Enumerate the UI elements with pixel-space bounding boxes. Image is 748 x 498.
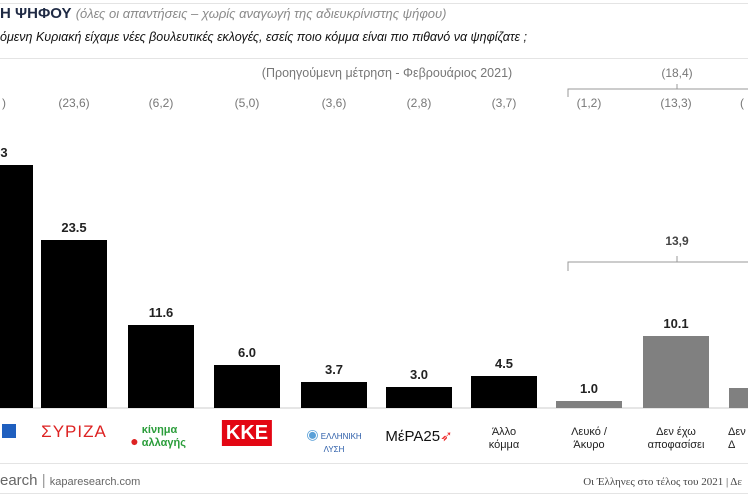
bar-4 [301, 381, 367, 408]
bar-2 [128, 325, 194, 408]
header-divider [0, 58, 748, 59]
top-divider [0, 3, 748, 4]
kinal-logo: ● κίνημα αλλαγής [130, 424, 186, 449]
mera25-logo: ΜέΡΑ25➶ [385, 428, 453, 445]
value-label: 6.0 [237, 345, 257, 361]
elliniki-lysi-logo: ◉ ΕΛΛΗΝΙΚΗ ΛΥΣΗ [306, 426, 362, 454]
group-previous-total: (18,4) [661, 66, 693, 80]
bottom-divider [0, 493, 748, 494]
bar-3 [214, 365, 280, 408]
category-den-apanto: Δεν Δ [728, 426, 746, 451]
bar-5 [386, 386, 452, 408]
previous-value-label: (1,2) [576, 96, 602, 110]
previous-value-label: ( [740, 96, 744, 110]
previous-value-label: (3,6) [321, 96, 347, 110]
category-den-exo: Δεν έχω αποφασίσει [647, 426, 705, 451]
previous-value-label: (23,6) [58, 96, 90, 110]
group-current-total: 13,9 [665, 234, 689, 248]
page-title: Η ΨΗΦΟΥ (όλες οι απαντήσεις – χωρίς αναγ… [0, 5, 447, 22]
value-label: 4.5 [494, 355, 514, 371]
value-label: 11.6 [148, 305, 174, 321]
previous-value-label: (2,8) [406, 96, 432, 110]
bar-1 [41, 240, 107, 408]
previous-value-label: (3,7) [491, 96, 517, 110]
footer-divider [0, 463, 748, 464]
category-lefko: Λευκό / Άκυρο [571, 426, 607, 451]
footer-report-title: Οι Έλληνες στο τέλος του 2021 | Δε [583, 476, 742, 488]
footer-brand: earch | kaparesearch.com [0, 472, 141, 489]
value-label: 3 [0, 144, 8, 160]
previous-value-label: (6,2) [148, 96, 174, 110]
bar-9 [729, 387, 748, 408]
current-group-bracket [567, 256, 748, 271]
value-label: 10.1 [663, 315, 689, 331]
previous-group-bracket [567, 84, 748, 97]
value-label: 3.0 [409, 366, 429, 382]
nd-logo [2, 424, 16, 438]
value-label: 1.0 [579, 380, 599, 396]
bar-0 [0, 164, 33, 408]
bar-8 [643, 335, 709, 408]
previous-measurement-label: (Προηγούμενη μέτρηση - Φεβρουάριος 2021) [261, 66, 513, 80]
survey-question: όμενη Κυριακή είχαμε νέες βουλευτικές εκ… [0, 30, 527, 44]
kke-logo: ΚΚΕ [221, 420, 273, 446]
bar-6 [471, 375, 537, 408]
previous-value-label: ) [2, 96, 6, 110]
previous-value-label: (13,3) [660, 96, 692, 110]
value-label: 3.7 [324, 361, 344, 377]
bar-7 [556, 400, 622, 408]
value-label: 23.5 [61, 220, 87, 235]
category-allo: Άλλο κόμμα [488, 426, 520, 451]
previous-value-label: (5,0) [234, 96, 260, 110]
syriza-logo: ΣΥΡΙΖΑ [41, 422, 107, 441]
footer-site-link[interactable]: kaparesearch.com [49, 476, 141, 488]
